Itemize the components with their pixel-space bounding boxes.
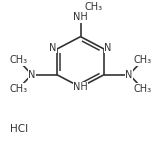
Text: N: N: [49, 43, 57, 53]
Text: N: N: [104, 43, 112, 53]
Text: NH: NH: [73, 82, 88, 92]
Text: NH: NH: [73, 12, 88, 22]
Text: CH₃: CH₃: [9, 84, 27, 94]
Text: N: N: [125, 69, 133, 80]
Text: CH₃: CH₃: [9, 55, 27, 65]
Text: HCl: HCl: [10, 124, 28, 134]
Text: CH₃: CH₃: [134, 55, 152, 65]
Text: CH₃: CH₃: [85, 2, 103, 12]
Text: CH₃: CH₃: [134, 84, 152, 94]
Text: N: N: [28, 69, 36, 80]
